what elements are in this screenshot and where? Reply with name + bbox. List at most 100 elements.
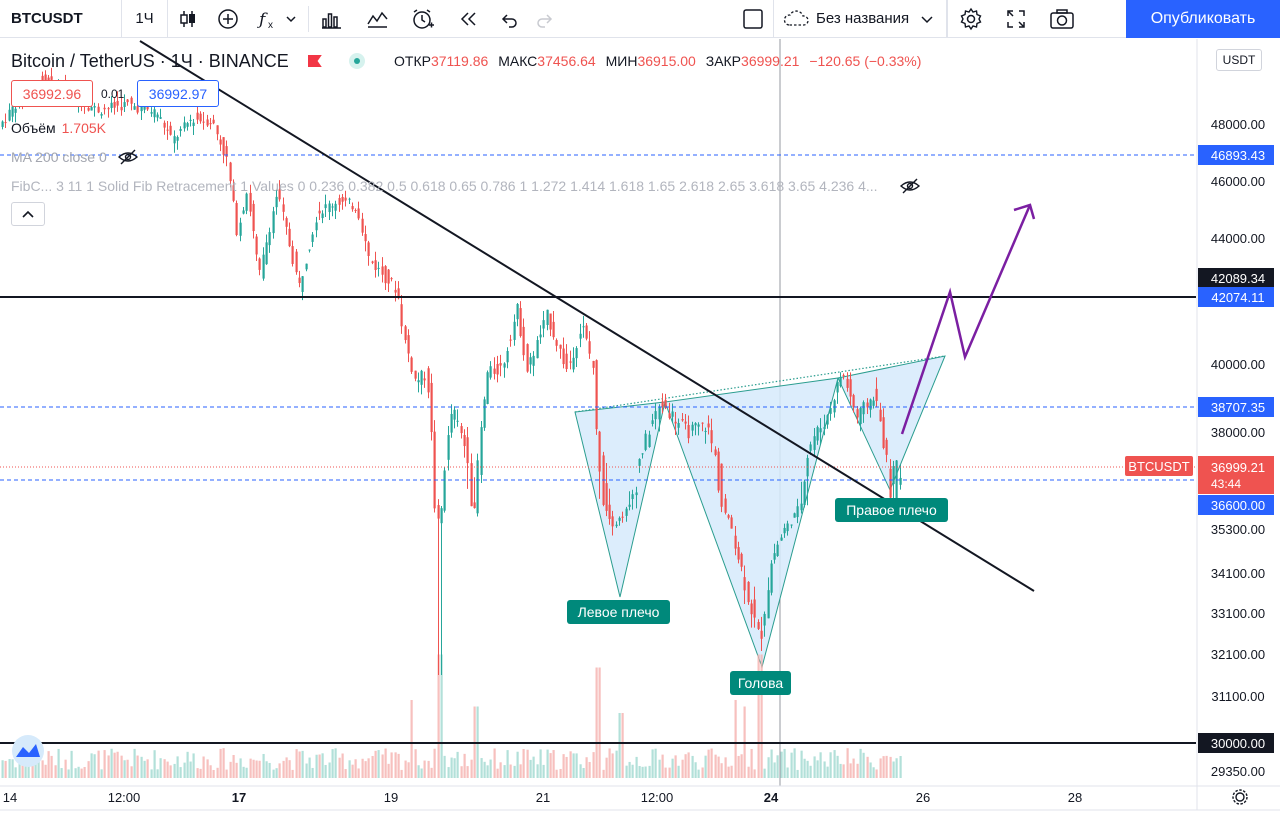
layout-button[interactable] (733, 0, 773, 38)
volume-bar (140, 756, 143, 778)
volume-bar (833, 750, 836, 778)
candle-body (133, 106, 136, 110)
fullscreen-button[interactable] (993, 0, 1039, 38)
current-price-label: 36999.21 (1211, 460, 1265, 475)
volume-bar (285, 757, 288, 778)
price-tick: 29350.00 (1211, 764, 1265, 779)
candle-body (460, 426, 463, 434)
open-label: ОТКР (394, 53, 431, 69)
symbol-search-button[interactable]: BTCUSDT (0, 0, 122, 38)
rewind-icon (460, 11, 476, 26)
candle-body (625, 508, 628, 516)
candle-body (156, 114, 159, 118)
volume-bar (707, 749, 710, 778)
volume-bar (80, 768, 83, 778)
time-tick: 21 (536, 790, 550, 805)
live-dot-icon (348, 53, 365, 69)
candle-body (447, 435, 450, 460)
collapse-legend-button[interactable] (11, 202, 45, 226)
candle-body (697, 424, 700, 427)
volume-bar (654, 748, 657, 778)
interval-button[interactable]: 1Ч (122, 0, 168, 38)
buy-button[interactable]: 36992.97 (137, 80, 219, 107)
eye-hidden-icon[interactable] (899, 178, 921, 194)
candle-body (367, 242, 370, 256)
candle-body (862, 402, 865, 415)
candle-body (803, 481, 806, 506)
volume-bar (311, 767, 314, 778)
sell-button[interactable]: 36992.96 (11, 80, 93, 107)
volume-bar (384, 748, 387, 778)
candle-body (529, 357, 532, 365)
volume-bar (374, 750, 377, 778)
volume-bar (872, 767, 875, 778)
volume-bar (232, 755, 235, 778)
volume-bar (684, 754, 687, 778)
candle-body (206, 119, 209, 126)
volume-bar (18, 757, 21, 778)
volume-bar (585, 757, 588, 778)
eye-hidden-icon[interactable] (117, 149, 139, 165)
neckline (574, 355, 946, 413)
candle-body (107, 108, 110, 110)
low-value: 36915.00 (637, 53, 696, 69)
candle-body (400, 304, 403, 327)
volume-bar (866, 756, 869, 778)
volume-bar (536, 764, 539, 778)
snapshot-button[interactable] (1039, 0, 1085, 38)
indicators-button[interactable] (208, 0, 248, 38)
volume-bar (691, 755, 694, 778)
replay-button[interactable] (445, 0, 491, 38)
volume-bar (150, 769, 153, 778)
volume-bar (126, 759, 129, 778)
volume-bar (605, 757, 608, 778)
volume-bar (206, 759, 209, 778)
projection-arrow (900, 204, 1032, 435)
candle-body (331, 206, 334, 208)
volume-bar (892, 761, 895, 778)
candle-body (565, 353, 568, 370)
ma-legend[interactable]: MA 200 close 0 (11, 149, 139, 165)
candle-body (836, 381, 839, 393)
level-label-bg (1198, 268, 1274, 288)
compare-button[interactable] (309, 0, 355, 38)
candle-body (308, 249, 311, 251)
settings-button[interactable] (947, 0, 993, 38)
volume-bar (291, 769, 294, 778)
candle-body (100, 114, 103, 116)
redo-icon (537, 13, 553, 28)
volume-bar (169, 765, 172, 778)
volume-bar (450, 757, 453, 778)
candle-body (704, 430, 707, 432)
candle-body (344, 197, 347, 201)
candle-body (291, 246, 294, 264)
templates-button[interactable] (355, 0, 401, 38)
publish-button[interactable]: Опубликовать (1126, 0, 1280, 38)
indicator-templates-icon (367, 11, 388, 28)
candle-body (767, 590, 770, 619)
close-value: 36999.21 (741, 53, 800, 69)
fib-legend[interactable]: FibC... 3 11 1 Solid Fib Retracement 1 V… (11, 178, 921, 194)
low-label: МИН (605, 53, 638, 69)
candle-body (879, 409, 882, 422)
candle-body (839, 377, 842, 387)
alert-button[interactable] (401, 0, 445, 38)
volume-bar (268, 762, 271, 778)
chart-type-button[interactable] (168, 0, 208, 38)
volume-bar (440, 654, 443, 778)
candle-body (381, 266, 384, 275)
time-tick: 17 (232, 790, 246, 805)
candle-body (720, 463, 723, 507)
currency-button[interactable]: USDT (1216, 49, 1262, 71)
redo-button[interactable] (527, 0, 563, 38)
volume-bar (447, 767, 450, 778)
volume-bar (747, 766, 750, 778)
volume-bar (839, 763, 842, 778)
volume-bar (305, 763, 308, 778)
candle-body (526, 344, 529, 372)
undo-button[interactable] (491, 0, 527, 38)
candle-body (532, 355, 535, 366)
layout-name-button[interactable]: Без названия (773, 0, 947, 38)
